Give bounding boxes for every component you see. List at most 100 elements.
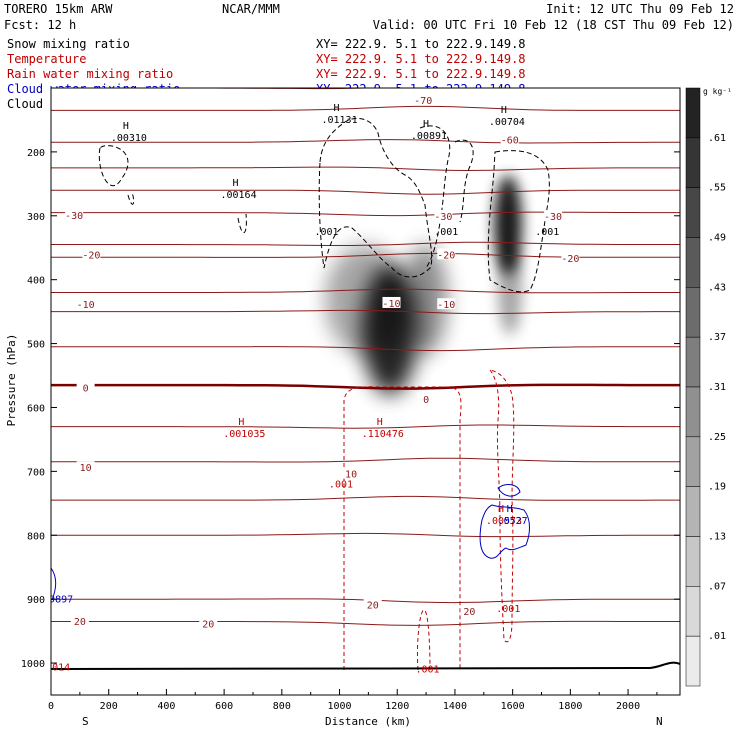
legend-xy: XY= 222.9. 5.1 to 222.9.149.8 <box>316 37 526 51</box>
isotherm-label: -70 <box>414 96 432 107</box>
x-tick-label: 1600 <box>501 701 525 712</box>
colorbar-swatch <box>685 486 701 537</box>
isotherm-line <box>51 288 680 294</box>
colorbar-tick-label: .37 <box>708 332 726 343</box>
isotherm-label: -30 <box>544 212 562 223</box>
colorbar-swatch <box>685 237 701 288</box>
plot-background <box>51 88 680 695</box>
rain-contour-north <box>488 369 515 643</box>
colorbar-swatch <box>685 336 701 388</box>
contour-value-label: 9897 <box>49 594 73 605</box>
y-tick-label: 500 <box>27 340 45 351</box>
x-tick-label: 1200 <box>385 701 409 712</box>
max-marker: H <box>423 119 429 130</box>
isotherm-line <box>51 620 680 626</box>
max-value: .00573 <box>486 516 522 527</box>
x-axis-start-label: S <box>82 715 89 728</box>
x-tick-label: 1800 <box>558 701 582 712</box>
colorbar-swatch <box>685 137 701 188</box>
isotherm-label: 0 <box>423 395 429 406</box>
cloud-water-contour-1 <box>479 504 530 559</box>
isotherm-label: 20 <box>74 617 86 628</box>
isotherm-label-bg <box>437 298 456 310</box>
isotherm-label-bg <box>500 133 519 145</box>
isotherm-label-bg <box>363 598 382 610</box>
legend-label: Rain water mixing ratio <box>7 67 173 81</box>
max-marker: H <box>501 105 507 116</box>
isotherm-label-bg <box>76 298 95 310</box>
colorbar-swatch <box>685 386 701 438</box>
isotherm-label-bg <box>382 296 401 308</box>
cloud-water-contour-2 <box>497 484 521 497</box>
colorbar-tick-label: .49 <box>708 233 726 244</box>
isotherm-label: 20 <box>463 607 475 618</box>
max-value: .01131 <box>321 115 357 126</box>
temperature-contours <box>51 88 680 626</box>
plot-area: -70 -60 -30 -30 -30 -20 -20 -20 -10 -10 -10 0 0 10 10 2… <box>49 88 680 676</box>
x-tick-label: 400 <box>157 701 175 712</box>
isotherm-label: 20 <box>367 601 379 612</box>
x-tick-label: 1400 <box>443 701 467 712</box>
colorbar-tick-label: .13 <box>708 532 726 543</box>
max-value: .00310 <box>111 133 147 144</box>
colorbar-tick-label: .19 <box>708 482 726 493</box>
max-value: .00164 <box>220 190 256 201</box>
isotherm-label: 10 <box>80 463 92 474</box>
max-marker: H <box>233 178 239 189</box>
colorbar-tick-label: .01 <box>708 631 726 642</box>
max-value: .00704 <box>489 117 525 128</box>
run-title: TORERO 15km ARW <box>4 2 113 16</box>
init-time: Init: 12 UTC Thu 09 Feb 12 <box>546 2 734 16</box>
max-value: .00891 <box>411 131 447 142</box>
legend-xy: XY= 222.9. 5.1 to 222.9.149.8 <box>316 67 526 81</box>
forecast-hour: Fcst: 12 h <box>4 18 76 32</box>
colorbar-tick-label: .55 <box>708 183 726 194</box>
x-tick-label: 800 <box>273 701 291 712</box>
distance-axis: 0 200 400 600 800 1000 1200 1400 1600 1800 2000 <box>48 689 658 712</box>
max-marker: H <box>498 504 504 515</box>
ice-contour-2 <box>127 191 135 205</box>
y-tick-label: 800 <box>27 531 45 542</box>
ice-contour-7 <box>487 150 550 293</box>
legend-label: Temperature <box>7 52 86 66</box>
colorbar-swatch <box>685 635 701 687</box>
organization: NCAR/MMM <box>222 2 280 16</box>
cloud-ice-contours <box>98 117 550 293</box>
isotherm-line <box>51 495 680 501</box>
max-marker: H <box>238 417 244 428</box>
x-tick-label: 1000 <box>327 701 351 712</box>
isotherm-label: -20 <box>437 250 455 261</box>
max-marker: H <box>507 504 513 515</box>
x-tick-label: 2000 <box>616 701 640 712</box>
x-tick-label: 200 <box>100 701 118 712</box>
x-tick-label: 600 <box>215 701 233 712</box>
contour-value-label: .001 <box>434 227 458 238</box>
isotherm-line <box>51 346 680 352</box>
rain-contour-main <box>343 386 462 670</box>
y-tick-label: 300 <box>27 212 45 223</box>
colorbar-tick-label: .31 <box>708 382 726 393</box>
y-tick-label: 1000 <box>21 659 45 670</box>
colorbar-unit: g kg⁻¹ <box>703 87 732 96</box>
colorbar-swatch <box>685 187 701 238</box>
isotherm-label-bg <box>561 252 580 264</box>
contour-value-label: .001 <box>535 227 559 238</box>
legend-xy: XY= 222.9. 5.1 to 222.9.149.8 <box>316 52 526 66</box>
snow-shading <box>325 175 522 395</box>
snow-core-east <box>403 245 447 355</box>
isotherm-line <box>51 211 680 217</box>
isotherm-label-bg <box>417 392 436 404</box>
max-marker: H <box>334 103 340 114</box>
cloud-water-contour-3 <box>51 567 57 601</box>
contour-value-label: .001 <box>496 604 520 615</box>
isotherm-line <box>51 241 680 246</box>
isotherm-label-bg <box>76 381 95 393</box>
isotherm-label-bg <box>434 210 453 222</box>
ice-contour-4 <box>318 117 433 278</box>
isotherm-line <box>51 105 680 111</box>
rain-contours <box>343 369 515 671</box>
colorbar-tick-label: .07 <box>708 581 726 592</box>
x-tick-label: 0 <box>48 701 54 712</box>
